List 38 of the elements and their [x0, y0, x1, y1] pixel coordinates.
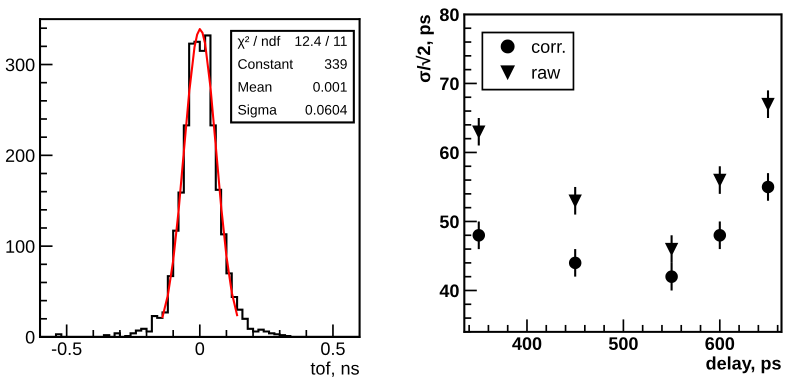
- point: [762, 180, 774, 194]
- y-tick-label: 50: [440, 215, 459, 228]
- annotation: Sigma: [238, 104, 277, 118]
- y-tick-label: 80: [440, 8, 459, 22]
- x-tick-label: 600: [705, 337, 734, 350]
- point: [568, 256, 582, 270]
- y-tick-label: 60: [440, 146, 459, 160]
- line-series: [161, 28, 238, 318]
- x-tick-label: 0: [195, 342, 204, 356]
- annotation: 0.001: [313, 82, 347, 92]
- point: [714, 229, 726, 242]
- point: [568, 194, 582, 208]
- point: [472, 126, 486, 138]
- point: [472, 229, 486, 242]
- y-tick-label: 40: [440, 284, 459, 298]
- x-tick-label: 0.5: [321, 342, 345, 356]
- annotation: Mean: [238, 82, 272, 92]
- annotation: 12.4 / 11: [295, 36, 347, 46]
- x-tick-label: 500: [608, 337, 638, 350]
- y-tick-label: 100: [6, 240, 34, 253]
- annotation: χ² / ndf: [238, 36, 280, 49]
- point: [665, 242, 678, 256]
- annotation: 339: [324, 59, 347, 69]
- annotation: Constant: [238, 59, 293, 69]
- point: [714, 174, 726, 186]
- x-axis-title: delay, ps: [706, 356, 781, 374]
- x-axis-title: tof, ns: [310, 361, 359, 377]
- y-tick-label: 200: [6, 149, 34, 162]
- y-tick-label: 70: [440, 77, 459, 90]
- x-tick-label: 400: [512, 337, 542, 350]
- point: [665, 270, 678, 283]
- x-tick-label: -0.5: [52, 342, 82, 356]
- y-tick-label: 300: [6, 58, 34, 72]
- legend-label: raw: [532, 68, 560, 79]
- annotation: 0.0604: [306, 104, 348, 115]
- point: [762, 98, 774, 110]
- y-axis-title: σ/√2, ps: [416, 15, 434, 82]
- legend-label: corr.: [532, 43, 565, 53]
